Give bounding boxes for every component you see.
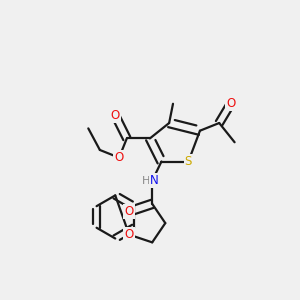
Text: H: H (142, 176, 150, 186)
Text: O: O (226, 97, 236, 110)
Text: O: O (124, 205, 134, 218)
Text: O: O (115, 151, 124, 164)
Text: S: S (185, 155, 192, 168)
Text: N: N (150, 174, 159, 187)
Text: O: O (111, 109, 120, 122)
Text: O: O (124, 228, 134, 241)
